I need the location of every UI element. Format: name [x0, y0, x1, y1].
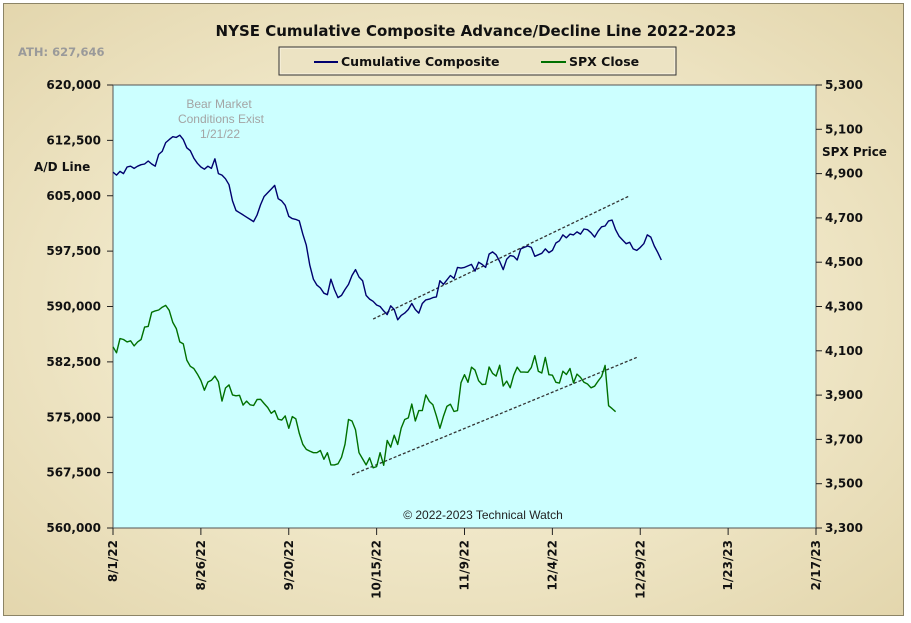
- legend-box-shade: [281, 49, 674, 73]
- right-tick-label: 4,300: [825, 300, 863, 314]
- right-tick-label: 4,500: [825, 255, 863, 269]
- right-axis-ticks: 5,300 5,100 4,900 4,700 4,500 4,300 4,100 3,900…: [816, 78, 863, 535]
- left-tick-label: 620,000: [46, 78, 101, 92]
- legend-label-spx: SPX Close: [569, 54, 639, 69]
- annotation: Bear Market Conditions Exist 1/21/22: [178, 97, 265, 141]
- x-tick-label: 10/15/22: [370, 540, 384, 599]
- x-tick-label: 8/26/22: [194, 540, 208, 591]
- right-tick-label: 3,900: [825, 388, 863, 402]
- right-axis-label: SPX Price: [822, 145, 887, 159]
- annotation-line-1: Bear Market: [186, 97, 252, 111]
- left-axis-ticks: 620,000 612,500 605,000 597,500 590,000 582,5…: [46, 78, 113, 535]
- series-line-spx-close: [112, 304, 617, 469]
- series-lines: [112, 134, 662, 469]
- series-line-cumulative-composite: [112, 134, 662, 321]
- right-tick-label: 4,100: [825, 344, 863, 358]
- x-tick-label: 9/20/22: [282, 540, 296, 591]
- right-tick-label: 3,300: [825, 521, 863, 535]
- right-tick-label: 4,900: [825, 167, 863, 181]
- right-tick-label: 5,100: [825, 122, 863, 136]
- trendline: [351, 356, 637, 476]
- x-tick-label: 11/9/22: [458, 540, 472, 591]
- trendlines: [351, 195, 637, 476]
- annotation-line-2: Conditions Exist: [178, 112, 265, 126]
- left-tick-label: 575,000: [46, 410, 101, 424]
- chart-title: NYSE Cumulative Composite Advance/Declin…: [216, 22, 737, 40]
- x-tick-label: 12/29/22: [633, 540, 647, 599]
- right-tick-label: 3,500: [825, 477, 863, 491]
- right-tick-label: 4,700: [825, 211, 863, 225]
- plot-area: [112, 84, 817, 529]
- left-tick-label: 590,000: [46, 300, 101, 314]
- x-tick-label: 1/23/23: [721, 540, 735, 591]
- left-axis-label: A/D Line: [34, 160, 90, 174]
- ath-label: ATH: 627,646: [18, 45, 104, 59]
- left-tick-label: 597,500: [46, 244, 101, 258]
- left-tick-label: 612,500: [46, 133, 101, 147]
- x-tick-label: 8/1/22: [106, 540, 120, 582]
- left-tick-label: 560,000: [46, 521, 101, 535]
- legend: Cumulative Composite SPX Close: [278, 46, 677, 76]
- right-tick-label: 5,300: [825, 78, 863, 92]
- x-tick-label: 12/4/22: [545, 540, 559, 591]
- annotation-line-3: 1/21/22: [200, 127, 240, 141]
- right-tick-label: 3,700: [825, 432, 863, 446]
- x-tick-label: 2/17/23: [809, 540, 823, 591]
- x-axis-ticks: 8/1/22 8/26/22 9/20/22 10/15/22 11/9/22 12/4/…: [106, 528, 823, 599]
- left-tick-label: 582,500: [46, 355, 101, 369]
- left-tick-label: 567,500: [46, 466, 101, 480]
- left-tick-label: 605,000: [46, 189, 101, 203]
- legend-label-cumulative: Cumulative Composite: [341, 54, 499, 69]
- copyright: © 2022-2023 Technical Watch: [403, 508, 563, 522]
- trendline: [372, 195, 630, 320]
